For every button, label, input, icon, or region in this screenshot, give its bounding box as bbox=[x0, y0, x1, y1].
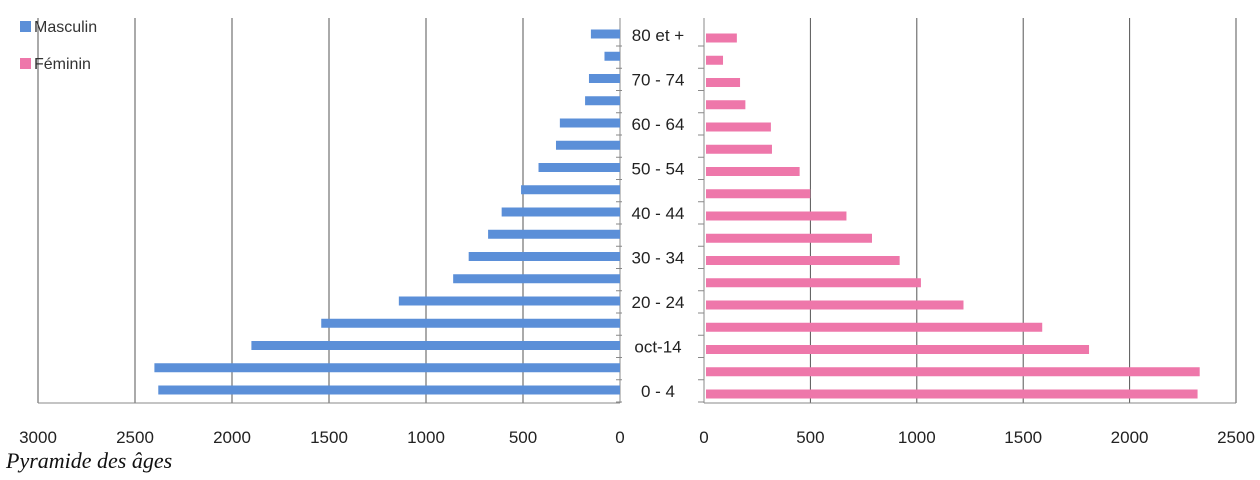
right-gridlines bbox=[703, 18, 1237, 404]
male-bar bbox=[398, 296, 620, 306]
male-bar bbox=[488, 229, 620, 239]
female-bar bbox=[706, 167, 800, 176]
legend-swatch-male bbox=[20, 21, 31, 32]
male-bar bbox=[585, 96, 620, 106]
female-bar bbox=[706, 345, 1090, 354]
male-bar bbox=[588, 74, 620, 83]
age-group-label: 0 - 4 bbox=[641, 382, 675, 401]
male-bar bbox=[538, 163, 620, 172]
age-group-labels: 0 - 4 oct-14 20 - 24 30 - 34 40 - 44 50 - 54 6… bbox=[616, 26, 704, 403]
female-bar bbox=[706, 33, 737, 43]
male-bar bbox=[154, 363, 620, 373]
male-bar bbox=[555, 140, 620, 150]
female-bar bbox=[706, 389, 1198, 399]
left-tick-label: 3000 bbox=[19, 428, 57, 447]
male-bar bbox=[468, 252, 620, 261]
female-bar bbox=[706, 211, 847, 221]
male-bar bbox=[158, 385, 620, 395]
male-bar bbox=[251, 341, 620, 350]
female-bar bbox=[706, 367, 1200, 377]
female-bar bbox=[706, 322, 1043, 332]
female-bar bbox=[706, 78, 741, 87]
legend-swatch-female bbox=[20, 58, 31, 69]
male-bar bbox=[501, 207, 620, 217]
chart-caption: Pyramide des âges bbox=[6, 448, 173, 473]
left-tick-label: 1500 bbox=[310, 428, 348, 447]
female-bar bbox=[706, 256, 900, 265]
male-bar bbox=[321, 318, 620, 328]
age-group-label: 60 - 64 bbox=[632, 115, 685, 134]
female-bar bbox=[706, 55, 724, 65]
male-bar bbox=[521, 185, 620, 195]
age-group-label: 80 et + bbox=[632, 26, 685, 45]
male-bar bbox=[590, 29, 620, 39]
age-group-label: 30 - 34 bbox=[632, 249, 685, 268]
female-bar bbox=[706, 144, 772, 154]
age-group-label: 40 - 44 bbox=[632, 204, 685, 223]
age-group-label: oct-14 bbox=[634, 338, 681, 357]
right-tick-label: 1500 bbox=[1004, 428, 1042, 447]
right-tick-label: 500 bbox=[796, 428, 824, 447]
female-bar bbox=[706, 100, 746, 110]
right-axis-ticks: 0 500 1000 1500 2000 2500 bbox=[699, 428, 1255, 447]
left-tick-label: 1000 bbox=[407, 428, 445, 447]
left-tick-label: 2500 bbox=[116, 428, 154, 447]
left-tick-label: 0 bbox=[615, 428, 624, 447]
female-bar bbox=[706, 278, 921, 288]
right-tick-label: 1000 bbox=[898, 428, 936, 447]
legend: Masculin Féminin bbox=[20, 19, 97, 73]
male-bar bbox=[559, 118, 620, 128]
male-bar bbox=[453, 274, 620, 284]
female-bars bbox=[706, 33, 1200, 399]
right-tick-label: 2500 bbox=[1217, 428, 1255, 447]
male-bars bbox=[154, 29, 620, 395]
population-pyramid-chart: 0 - 4 oct-14 20 - 24 30 - 34 40 - 44 50 - 54 6… bbox=[19, 18, 1255, 447]
female-bar bbox=[706, 189, 811, 199]
age-group-label: 20 - 24 bbox=[632, 293, 685, 312]
age-group-label: 50 - 54 bbox=[632, 160, 685, 179]
right-tick-label: 0 bbox=[699, 428, 708, 447]
left-tick-label: 2000 bbox=[213, 428, 251, 447]
female-bar bbox=[706, 122, 771, 132]
female-bar bbox=[706, 300, 964, 310]
left-tick-label: 500 bbox=[509, 428, 537, 447]
age-group-label: 70 - 74 bbox=[632, 71, 685, 90]
male-bar bbox=[604, 51, 620, 61]
legend-label-male: Masculin bbox=[34, 19, 97, 36]
right-tick-label: 2000 bbox=[1111, 428, 1149, 447]
female-bar bbox=[706, 233, 872, 243]
left-axis-ticks: 3000 2500 2000 1500 1000 500 0 bbox=[19, 428, 625, 447]
legend-label-female: Féminin bbox=[34, 56, 91, 73]
